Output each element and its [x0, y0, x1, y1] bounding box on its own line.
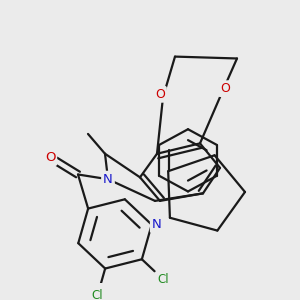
Text: N: N: [103, 173, 113, 186]
Text: N: N: [152, 218, 162, 231]
Text: Cl: Cl: [157, 273, 169, 286]
Text: O: O: [45, 151, 55, 164]
Text: O: O: [220, 82, 230, 95]
Text: O: O: [155, 88, 165, 101]
Text: Cl: Cl: [92, 290, 103, 300]
